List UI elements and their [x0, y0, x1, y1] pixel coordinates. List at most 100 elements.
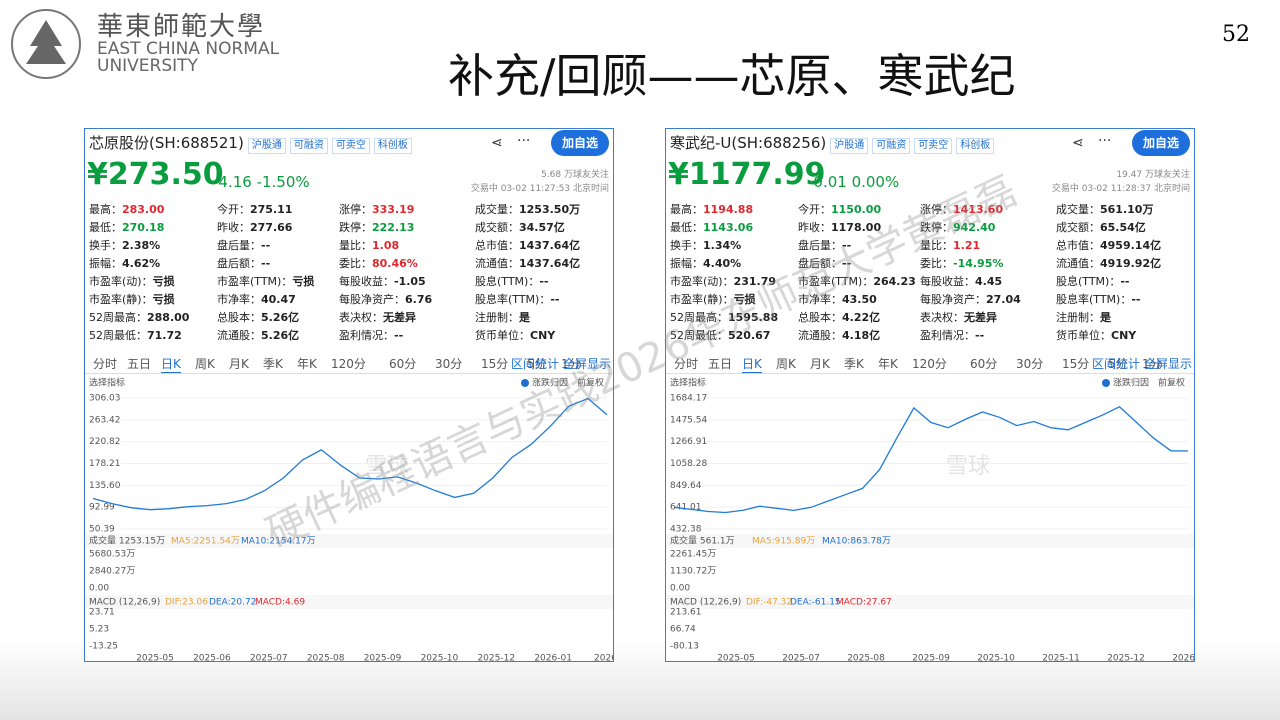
chart-link[interactable]: 全屏显示: [563, 357, 612, 371]
stat-label: 市净率：: [217, 293, 261, 306]
x-tick-label: 2025-10: [421, 654, 459, 663]
period-tab[interactable]: 5分: [1108, 357, 1128, 371]
stat-label: 成交额：: [475, 221, 519, 234]
period-tab[interactable]: 分时: [93, 357, 118, 371]
stat-value: 1437.64亿: [519, 239, 581, 252]
more-icon[interactable]: ···: [517, 133, 531, 149]
stat-value: 1595.88: [728, 311, 779, 324]
stat: 最高：283.00: [89, 201, 164, 217]
period-tab[interactable]: 周K: [776, 357, 796, 371]
x-tick-label: 2025-09: [912, 654, 950, 663]
period-tab[interactable]: 30分: [1016, 357, 1044, 371]
stat-value: 6.76: [405, 293, 433, 306]
period-tab[interactable]: 月K: [810, 357, 830, 371]
more-icon[interactable]: ···: [1098, 133, 1112, 149]
chart-link[interactable]: 全屏显示: [1144, 357, 1193, 371]
period-tab[interactable]: 120分: [331, 357, 366, 371]
stat-value: 4.18亿: [842, 329, 881, 342]
stat-value: 1413.60: [953, 203, 1004, 216]
stat-label: 52周最低：: [89, 329, 147, 342]
stat: 昨收：1178.00: [798, 219, 881, 235]
stat: 52周最高：288.00: [89, 309, 189, 325]
stat-label: 每股收益：: [920, 275, 975, 288]
chart-link[interactable]: 区间统计: [1092, 357, 1141, 371]
period-tab[interactable]: 1分: [561, 357, 581, 371]
stock-tag[interactable]: 沪股通: [247, 138, 286, 154]
macd-tick-label: -13.25: [89, 642, 118, 652]
macd-tick-label: -80.13: [670, 642, 699, 652]
period-tab[interactable]: 60分: [970, 357, 998, 371]
checkbox[interactable]: [521, 379, 529, 387]
volume-tick-label: 2261.45万: [670, 550, 716, 560]
stat: 总股本：5.26亿: [217, 309, 299, 325]
period-tab[interactable]: 月K: [229, 357, 249, 371]
stat: 股息率(TTM)：--: [1056, 291, 1140, 307]
stock-tag[interactable]: 可融资: [872, 138, 911, 154]
stock-tag[interactable]: 沪股通: [830, 138, 869, 154]
stat-value: 4.45: [975, 275, 1003, 288]
university-name-cn: 華東師範大學: [97, 12, 266, 42]
period-tab[interactable]: 季K: [263, 357, 283, 371]
dea-label: DEA:20.72: [209, 598, 256, 608]
macd-header: [666, 595, 1194, 609]
stock-name: 芯原股份(SH:688521) 沪股通 可融资 可卖空 科创板: [89, 132, 412, 154]
page-number: 52: [1222, 22, 1250, 47]
chart-logo: 雪球: [365, 454, 409, 479]
period-tab[interactable]: 1分: [1142, 357, 1162, 371]
indicator-label[interactable]: 选择指标: [670, 377, 706, 389]
price-line: [92, 397, 608, 511]
y-tick-label: 220.82: [89, 437, 121, 447]
stock-name-text: 寒武纪-U(SH:688256): [670, 134, 827, 152]
stock-tag[interactable]: 可卖空: [914, 138, 953, 154]
period-tab[interactable]: 五日: [708, 357, 733, 371]
stat-value: 是: [519, 311, 530, 324]
stat-label: 跌停：: [339, 221, 372, 234]
followers: 19.47 万球友关注: [1116, 170, 1190, 180]
stat-value: -1.05: [394, 275, 426, 288]
period-tab[interactable]: 60分: [389, 357, 417, 371]
follow-button[interactable]: 加自选: [551, 130, 609, 156]
attribution-label[interactable]: 涨跌归因: [532, 377, 568, 389]
period-tab[interactable]: 季K: [844, 357, 864, 371]
stat-label: 总市值：: [475, 239, 519, 252]
adjust-label[interactable]: 前复权: [577, 377, 604, 389]
period-tab[interactable]: 30分: [435, 357, 463, 371]
period-tab[interactable]: 15分: [1062, 357, 1090, 371]
indicator-label[interactable]: 选择指标: [89, 377, 125, 389]
stat: 换手：2.38%: [89, 237, 160, 253]
period-tab[interactable]: 120分: [912, 357, 947, 371]
stat-value: 1150.00: [831, 203, 882, 216]
stat: 今开：1150.00: [798, 201, 881, 217]
stat-label: 最低：: [670, 221, 703, 234]
stock-tag[interactable]: 可卖空: [331, 138, 370, 154]
period-tab[interactable]: 周K: [195, 357, 215, 371]
period-tab[interactable]: 分时: [674, 357, 699, 371]
stock-tag[interactable]: 科创板: [373, 138, 412, 154]
stat-label: 昨收：: [217, 221, 250, 234]
x-tick-label: 2026-0: [594, 654, 613, 663]
period-tab[interactable]: 五日: [127, 357, 152, 371]
stat-value: 275.11: [250, 203, 293, 216]
follow-button[interactable]: 加自选: [1132, 130, 1190, 156]
attribution-label[interactable]: 涨跌归因: [1113, 377, 1149, 389]
x-tick-label: 2025-06: [193, 654, 231, 663]
macd-header: [85, 595, 613, 609]
stat-label: 每股净资产：: [339, 293, 405, 306]
chart-link[interactable]: 区间统计: [511, 357, 560, 371]
chart-logo: 雪球: [946, 454, 990, 479]
period-tab[interactable]: 年K: [297, 357, 317, 371]
macd-title: MACD (12,26,9): [89, 598, 160, 608]
stat-label: 委比：: [920, 257, 953, 270]
period-tab[interactable]: 15分: [481, 357, 509, 371]
stock-tag[interactable]: 科创板: [956, 138, 995, 154]
period-tab[interactable]: 年K: [878, 357, 898, 371]
adjust-label[interactable]: 前复权: [1158, 377, 1185, 389]
checkbox[interactable]: [1102, 379, 1110, 387]
share-icon[interactable]: ⋖: [1072, 135, 1084, 151]
stat-value: 561.10万: [1100, 203, 1154, 216]
share-icon[interactable]: ⋖: [491, 135, 503, 151]
period-tab[interactable]: 5分: [527, 357, 547, 371]
stat: 市净率：40.47: [217, 291, 296, 307]
ma5-label: MA5:2251.54万: [171, 537, 240, 547]
stock-tag[interactable]: 可融资: [289, 138, 328, 154]
